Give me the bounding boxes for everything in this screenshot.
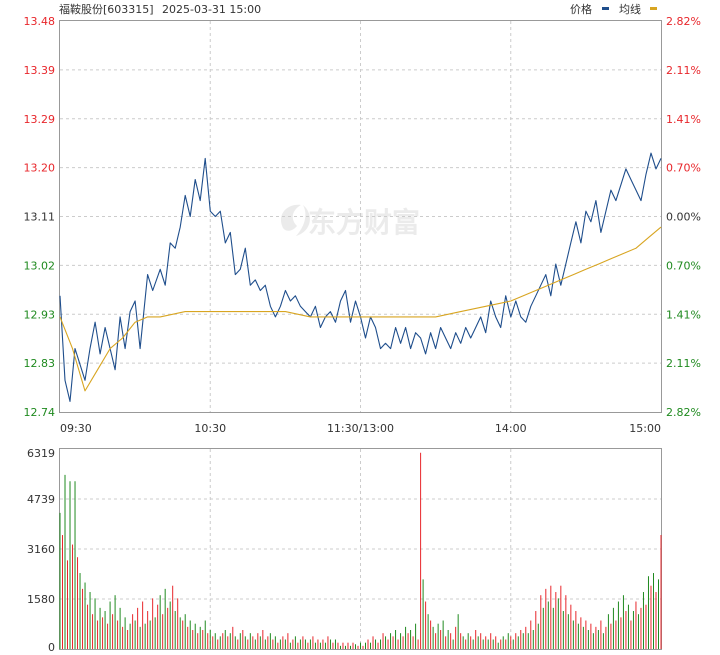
percent-tick-label: 0.70% (666, 259, 701, 272)
price-tick-label: 13.29 (24, 113, 56, 126)
datetime-label: 2025-03-31 15:00 (162, 3, 261, 16)
volume-tick-label: 1580 (27, 593, 55, 606)
watermark-text: 东方财富 (308, 206, 420, 239)
legend-price-swatch (602, 7, 609, 10)
price-grid (60, 21, 661, 649)
percent-axis-right: 2.82% 2.11% 1.41% 0.70% 0.00% 0.70% 1.41% 2.11%… (666, 15, 701, 419)
volume-tick-label: 3160 (27, 543, 55, 556)
percent-tick-label: 1.41% (666, 308, 701, 321)
time-axis: 09:30 10:30 11:30/13:00 14:00 15:00 (60, 422, 661, 435)
price-tick-label: 12.93 (24, 308, 56, 321)
time-tick-label: 15:00 (629, 422, 661, 435)
percent-tick-label: 0.70% (666, 162, 701, 175)
price-tick-label: 12.83 (24, 357, 56, 370)
price-tick-label: 12.74 (24, 406, 56, 419)
percent-tick-label: 1.41% (666, 113, 701, 126)
legend-avg-label: 均线 (619, 2, 641, 16)
price-tick-label: 13.02 (24, 259, 56, 272)
price-series-line (59, 152, 662, 402)
price-tick-label: 13.11 (24, 211, 56, 224)
volume-axis: 6319 4739 3160 1580 0 (27, 447, 55, 654)
time-tick-label: 11:30/13:00 (327, 422, 394, 435)
time-tick-label: 10:30 (194, 422, 226, 435)
volume-tick-label: 6319 (27, 447, 55, 460)
volume-tick-label: 0 (48, 641, 55, 654)
watermark: 东方财富 (280, 204, 420, 239)
percent-tick-label: 2.82% (666, 406, 701, 419)
stock-title: 福鞍股份[603315] (59, 2, 154, 16)
time-tick-label: 14:00 (495, 422, 527, 435)
time-tick-label: 09:30 (60, 422, 92, 435)
price-tick-label: 13.20 (24, 162, 56, 175)
percent-tick-label: 2.11% (666, 357, 701, 370)
price-tick-label: 13.39 (24, 64, 56, 77)
price-axis-left: 13.48 13.39 13.29 13.20 13.11 13.02 12.93 12.83… (24, 15, 56, 419)
percent-tick-label: 2.82% (666, 15, 701, 28)
percent-tick-label: 2.11% (666, 64, 701, 77)
legend-price-label: 价格 (570, 2, 592, 16)
price-tick-label: 13.48 (24, 15, 56, 28)
legend-avg-swatch (650, 7, 657, 10)
volume-bars (59, 452, 662, 649)
average-series-line (59, 226, 662, 392)
watermark-logo-icon (280, 204, 310, 236)
percent-tick-label: 0.00% (666, 211, 701, 224)
price-panel-frame (59, 20, 662, 413)
volume-tick-label: 4739 (27, 493, 55, 506)
price-lines (59, 152, 662, 402)
